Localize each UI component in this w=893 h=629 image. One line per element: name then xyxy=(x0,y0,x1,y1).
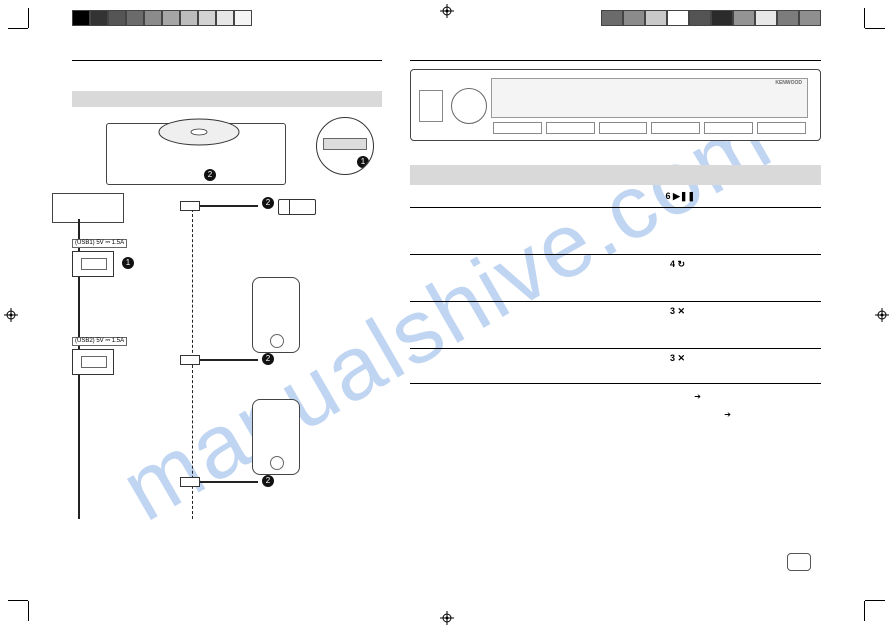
usb-plug-icon xyxy=(180,201,200,211)
callout-badge: 2 xyxy=(262,353,274,365)
cd-insert-diagram: 1 2 xyxy=(72,117,382,187)
usb-device-diagram: (USB1) 5V ⎓ 1.5A 1 2 (USB2) 5V ⎓ 1.5A 2 xyxy=(72,199,382,519)
volume-knob-icon xyxy=(451,88,487,124)
table-row: 3 ✕ xyxy=(410,349,821,384)
content-area: 1 2 (USB1) 5V ⎓ 1.5A 1 2 (U xyxy=(72,60,821,579)
table-row: 3 ✕ xyxy=(410,302,821,349)
callout-badge: 1 xyxy=(122,257,134,269)
page: manualshive.com 1 2 xyxy=(0,0,893,629)
callout-badge: 2 xyxy=(262,197,274,209)
registration-mark-icon xyxy=(4,308,18,322)
table-row: 4 ↻ xyxy=(410,255,821,302)
usb-plug-icon xyxy=(180,355,200,365)
usb-port-1 xyxy=(72,251,114,277)
continue-arrow-icon: ➔ xyxy=(724,410,811,419)
table-row xyxy=(410,208,821,255)
colorbar-left xyxy=(72,10,252,24)
cd-disc-icon xyxy=(156,115,242,149)
play-pause-icon: 6 ▶❚❚ xyxy=(665,191,815,202)
usb-port-2 xyxy=(72,349,114,375)
registration-mark-icon xyxy=(875,308,889,322)
column-left: 1 2 (USB1) 5V ⎓ 1.5A 1 2 (U xyxy=(72,60,382,579)
continue-arrow-icon: ➔ xyxy=(694,392,781,401)
colorbar-right xyxy=(601,10,821,24)
column-right: KENWOOD 6 ▶❚❚ 4 ↻ 3 ✕ 3 ✕ ➔ xyxy=(410,60,821,579)
callout-badge: 1 xyxy=(357,156,369,168)
usb-stick-icon xyxy=(278,199,316,215)
page-number-box xyxy=(787,553,811,571)
registration-mark-icon xyxy=(440,611,454,625)
preset-buttons xyxy=(493,122,806,134)
shuffle-icon: 3 ✕ xyxy=(670,349,815,364)
section-header-bar xyxy=(72,91,382,107)
usb2-label: (USB2) 5V ⎓ 1.5A xyxy=(72,337,127,346)
shuffle-icon: 3 ✕ xyxy=(670,302,815,317)
callout-badge: 2 xyxy=(262,475,274,487)
head-unit-front-diagram: KENWOOD xyxy=(410,69,821,141)
usb-plug-icon xyxy=(180,477,200,487)
phone-device-icon xyxy=(252,399,300,475)
detail-zoom-icon: 1 xyxy=(316,117,374,175)
repeat-icon: 4 ↻ xyxy=(670,255,815,270)
callout-badge: 2 xyxy=(204,169,216,181)
table-row: 6 ▶❚❚ xyxy=(410,185,821,208)
lcd-display xyxy=(491,78,808,118)
registration-mark-icon xyxy=(440,4,454,18)
phone-device-icon xyxy=(252,277,300,353)
section-header-bar xyxy=(410,165,821,185)
usb1-label: (USB1) 5V ⎓ 1.5A xyxy=(72,239,127,248)
brand-label: KENWOOD xyxy=(775,80,802,86)
